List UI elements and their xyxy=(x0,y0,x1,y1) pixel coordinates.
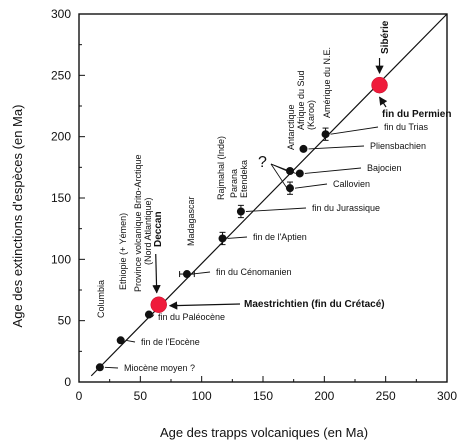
question-line xyxy=(270,163,296,174)
trapp-label-deccan: Deccan xyxy=(153,211,164,247)
x-tick-label: 50 xyxy=(134,389,148,403)
trapp-label-afrique-du-sud-karoo: Afrique du Sud xyxy=(296,70,306,130)
trapp-label-antarctique: Antarctique xyxy=(286,104,296,150)
leader-line xyxy=(104,366,119,369)
data-point-fin-du-jurassique xyxy=(236,207,245,216)
y-tick-label: 0 xyxy=(64,375,71,389)
x-tick-label: 200 xyxy=(314,389,334,403)
trapp-label-amerique-du-n-e: Amérique du N.E. xyxy=(322,47,332,118)
x-tick-label: 0 xyxy=(76,389,83,403)
leader-line xyxy=(191,271,211,275)
trapp-label-province-volcanique-brito-arctique-nord-atlantique: (Nord Atlantique) xyxy=(143,197,153,265)
data-point-callovien xyxy=(285,184,294,193)
data-point-fin-de-l-aptien xyxy=(218,234,227,243)
extinction-label-miocene-moyen: Miocène moyen ? xyxy=(124,363,195,373)
trapp-label-madagascar: Madagascar xyxy=(186,196,196,246)
extinction-label-fin-de-l-aptien: fin de l'Aptien xyxy=(253,232,307,242)
extinction-label-fin-du-cenomanien: fin du Cénomanien xyxy=(216,267,292,277)
trapp-label-rajmahal-inde: Rajmahal (Inde) xyxy=(216,136,226,200)
error-bars xyxy=(179,127,329,278)
trapp-label-ethiopie-yemen: Ethiopie (+ Yémen) xyxy=(118,213,128,290)
leader-line xyxy=(294,183,328,189)
leader-line xyxy=(308,145,365,150)
y-tick-label: 300 xyxy=(51,7,71,21)
leader-line xyxy=(330,126,379,135)
leader-line xyxy=(304,167,362,174)
trapp-label-parana-etendeka: Parana xyxy=(229,169,239,198)
arrow-maestrichtien xyxy=(168,301,241,310)
leader-line xyxy=(245,207,307,212)
trapp-label-siberie: Sibérie xyxy=(380,20,391,54)
data-point-fin-de-l-eocene xyxy=(116,336,125,345)
question-line xyxy=(270,163,288,189)
y-tick-label: 200 xyxy=(51,130,71,144)
extinction-label-fin-du-trias: fin du Trias xyxy=(384,122,429,132)
y-tick-label: 50 xyxy=(58,314,72,328)
data-points xyxy=(95,76,388,372)
extinction-label-fin-de-l-eocene: fin de l'Eocène xyxy=(141,337,200,347)
arrow-permien xyxy=(379,96,388,108)
y-axis-label: Age des extinctions d'espèces (en Ma) xyxy=(10,105,25,328)
axis-ticks: 0 50 100 150 200 250 300 0 50 100 150 200 250 300 xyxy=(51,7,457,403)
trapp-labels: Columbia Ethiopie (+ Yémen) Province volca… xyxy=(96,20,391,318)
extinction-label-fin-du-jurassique: fin du Jurassique xyxy=(312,203,380,213)
leader-line xyxy=(151,314,155,318)
x-tick-label: 100 xyxy=(192,389,212,403)
x-axis-label: Age des trapps volcaniques (en Ma) xyxy=(160,425,368,440)
trapp-label-parana-etendeka: Etendeka xyxy=(239,160,249,198)
annotations: ? xyxy=(152,58,388,310)
y-tick-label: 250 xyxy=(51,68,71,82)
y-tick-label: 100 xyxy=(51,252,71,266)
x-tick-label: 150 xyxy=(253,389,273,403)
y-tick-label: 150 xyxy=(51,191,71,205)
highlight-point-maestrichtien-fin-du-cretace xyxy=(150,296,167,313)
trapp-label-province-volcanique-brito-arctique-nord-atlantique: Province volcanique Brito-Arctique xyxy=(133,154,143,292)
extinction-label-fin-du-permien: fin du Permien xyxy=(382,109,451,120)
extinction-label-pliensbachien: Pliensbachien xyxy=(370,141,426,151)
trapp-label-columbia: Columbia xyxy=(96,280,106,318)
data-point-fin-du-trias xyxy=(321,130,330,139)
extinction-label-fin-du-paleocene: fin du Paléocène xyxy=(158,312,225,322)
extinction-label-maestrichtien-fin-du-cretace: Maestrichtien (fin du Crétacé) xyxy=(244,299,385,310)
leader-line xyxy=(227,236,248,239)
data-point-pliensbachien xyxy=(299,144,308,153)
trapp-label-afrique-du-sud-karoo: (Karoo) xyxy=(306,100,316,130)
extinction-label-callovien: Callovien xyxy=(333,179,370,189)
one-to-one-line xyxy=(90,13,448,377)
data-point-fin-du-cenomanien xyxy=(182,270,191,279)
highlight-point-fin-du-permien xyxy=(371,76,388,94)
extinction-label-bajocien: Bajocien xyxy=(367,163,402,173)
data-point-fin-du-paleocene xyxy=(144,310,153,319)
leader-line xyxy=(125,339,136,343)
data-point-miocene-moyen xyxy=(95,363,104,372)
x-tick-label: 250 xyxy=(376,389,396,403)
arrow-deccan xyxy=(152,253,161,294)
extinction-labels: Miocène moyen ? fin de l'Eocène fin du Pal… xyxy=(104,109,451,373)
x-tick-label: 300 xyxy=(437,389,457,403)
data-point-bajocien xyxy=(295,169,304,178)
question-mark: ? xyxy=(258,154,267,171)
